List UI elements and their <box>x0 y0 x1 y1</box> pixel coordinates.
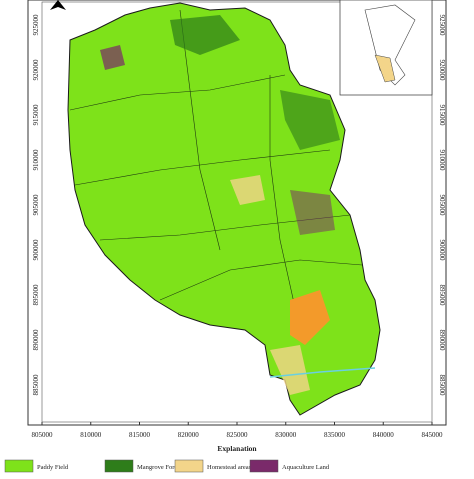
legend-swatch <box>249 459 279 473</box>
y-tick-label-left: 885000 <box>32 374 40 396</box>
y-tick-label-right: 920000 <box>438 60 446 82</box>
x-tick-label: 820000 <box>178 431 200 439</box>
legend-title: Explanation <box>217 444 257 453</box>
legend-swatch <box>174 459 204 473</box>
y-tick-label-right: 925000 <box>438 15 446 37</box>
legend-label: Aquaculture Land <box>282 464 330 471</box>
legend-label: Paddy Field <box>37 464 69 471</box>
y-tick-label-left: 925000 <box>32 14 40 36</box>
inset-highlight <box>374 54 396 83</box>
x-tick-label: 815000 <box>129 431 151 439</box>
y-tick-label-left: 915000 <box>32 104 40 126</box>
y-tick-label-right: 885000 <box>438 375 446 397</box>
legend-swatch <box>4 459 34 473</box>
x-tick-label: 805000 <box>32 431 54 439</box>
y-tick-label-right: 900000 <box>438 240 446 262</box>
x-tick-label: 845000 <box>422 431 444 439</box>
y-tick-label-left: 895000 <box>32 284 40 306</box>
coordinate-ticks: 805000 810000 815000 820000 825000 830000 8350… <box>32 14 447 439</box>
y-tick-label-right: 895000 <box>438 285 446 307</box>
x-tick-label: 810000 <box>80 431 102 439</box>
land-patches <box>100 15 340 395</box>
y-tick-label-right: 915000 <box>438 105 446 127</box>
x-tick-label: 830000 <box>275 431 297 439</box>
y-tick-label-left: 910000 <box>32 149 40 171</box>
y-tick-label-right: 910000 <box>438 150 446 172</box>
y-tick-label-left: 890000 <box>32 329 40 351</box>
legend-label: Homestead areas <box>207 464 252 471</box>
y-tick-label-right: 890000 <box>438 330 446 352</box>
x-tick-label: 840000 <box>373 431 395 439</box>
inset-country <box>364 4 416 86</box>
x-tick-label: 825000 <box>227 431 249 439</box>
north-arrow <box>50 0 66 10</box>
y-tick-label-left: 900000 <box>32 239 40 261</box>
y-tick-label-right: 905000 <box>438 195 446 217</box>
legend-label: Mangrove Forest <box>137 464 182 471</box>
y-tick-label-left: 920000 <box>32 59 40 81</box>
legend-swatch <box>104 459 134 473</box>
y-tick-label-left: 905000 <box>32 194 40 216</box>
x-tick-label: 835000 <box>324 431 346 439</box>
legend: Paddy Field Mangrove Forest Homestead area… <box>4 459 330 473</box>
river <box>269 367 376 378</box>
district-boundaries <box>69 9 363 331</box>
